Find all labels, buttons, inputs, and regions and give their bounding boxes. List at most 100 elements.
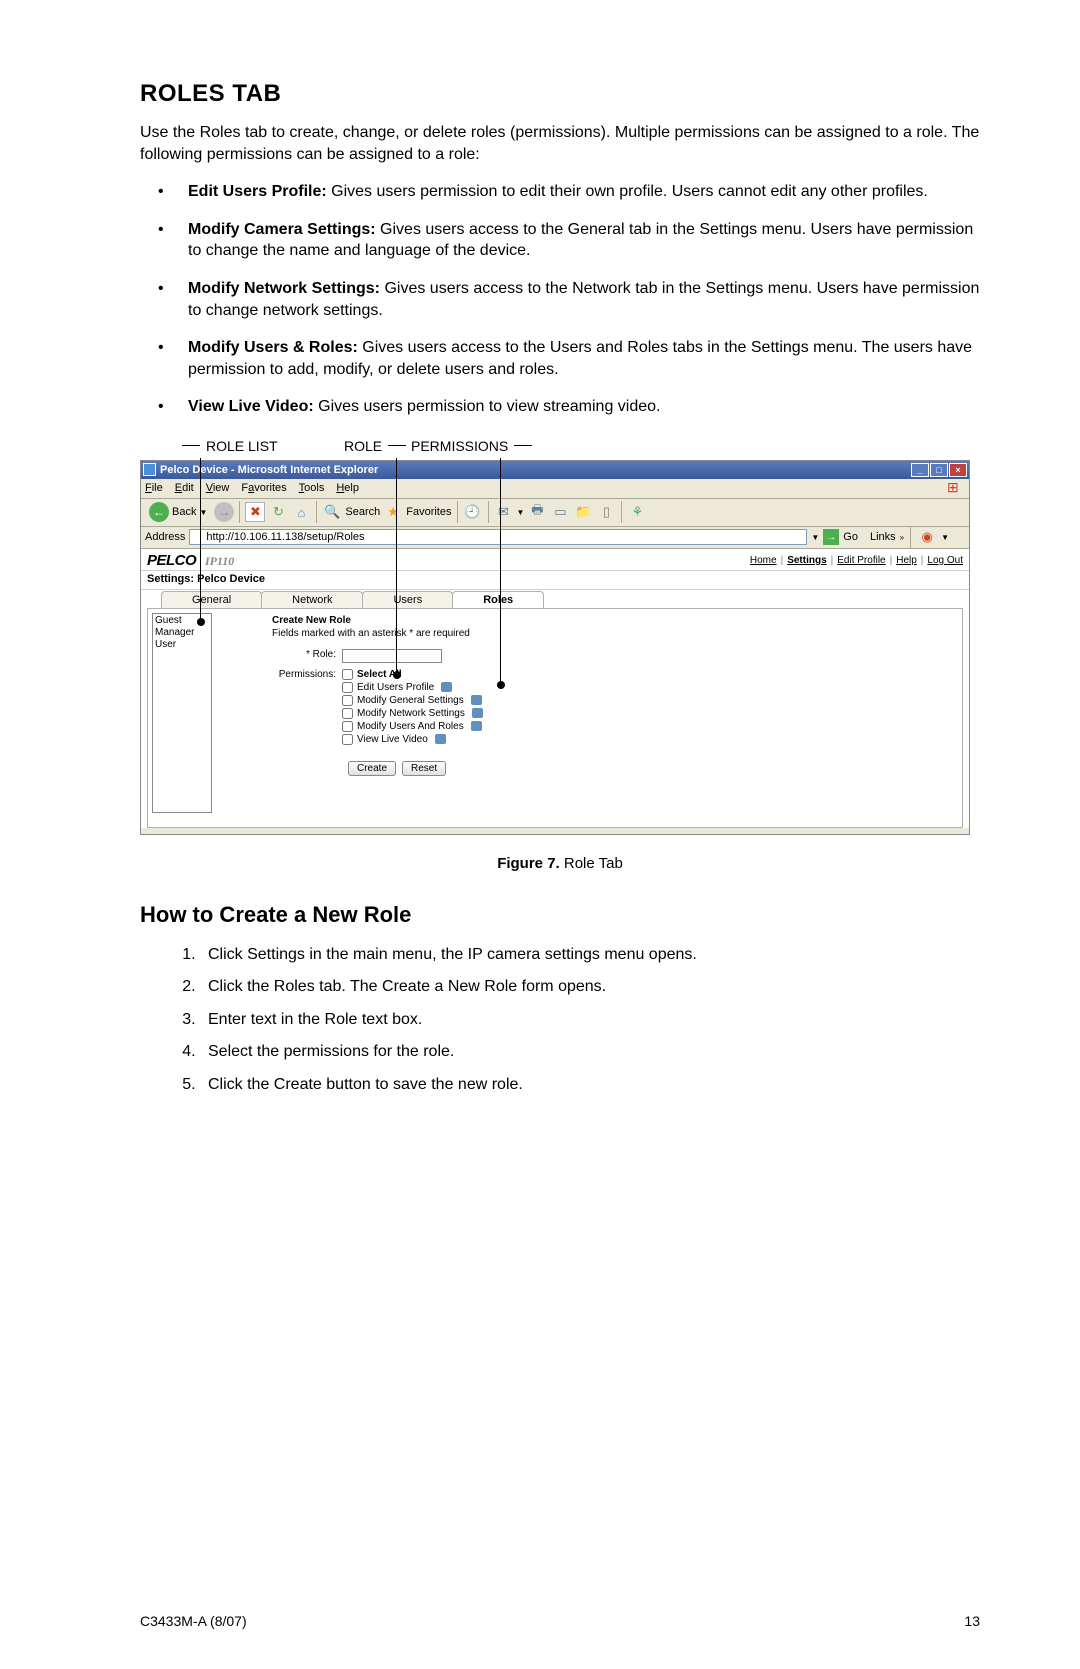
form-title: Create New Role [272, 615, 483, 626]
tab-roles[interactable]: Roles [452, 591, 544, 608]
figure-caption: Figure 7. Role Tab [140, 855, 980, 872]
browser-toolbar: ← Back ▼ → ✖ ↻ ⌂ 🔍 Search ★ Favorites 🕘 … [141, 499, 969, 527]
menu-file[interactable]: File [145, 482, 163, 494]
stop-button[interactable]: ✖ [245, 502, 265, 522]
go-button[interactable]: → [823, 529, 839, 545]
menu-help[interactable]: Help [336, 482, 359, 494]
bullet-desc: Gives users permission to view streaming… [314, 398, 661, 415]
screenshot-figure: ROLE LIST ROLE PERMISSIONS Pelco Device … [140, 438, 980, 872]
perm-checkbox[interactable] [342, 695, 353, 706]
window-title: Pelco Device - Microsoft Internet Explor… [160, 464, 378, 476]
search-label[interactable]: Search [345, 506, 380, 518]
perm-label: Modify Users And Roles [357, 721, 464, 732]
nav-edit-profile[interactable]: Edit Profile [837, 555, 885, 566]
footer-page-number: 13 [964, 1613, 980, 1629]
extra-icon[interactable]: ◉ [917, 527, 937, 547]
help-icon[interactable] [471, 721, 482, 731]
perm-checkbox-selectall[interactable] [342, 669, 353, 680]
permission-bullets: Edit Users Profile: Gives users permissi… [140, 181, 980, 418]
menu-tools[interactable]: Tools [299, 482, 325, 494]
list-item[interactable]: User [155, 639, 209, 651]
edit-icon[interactable]: ▭ [550, 502, 570, 522]
mail-icon[interactable]: ✉ [494, 502, 514, 522]
pelco-logo: PELCO [147, 552, 196, 569]
step-item: Click the Roles tab. The Create a New Ro… [200, 976, 980, 998]
step-item: Select the permissions for the role. [200, 1041, 980, 1063]
folder-icon[interactable]: 📁 [573, 502, 593, 522]
address-bar: Address http://10.106.11.138/setup/Roles… [141, 527, 969, 549]
leader-dot [497, 681, 505, 689]
perm-checkbox[interactable] [342, 708, 353, 719]
menu-bar: File Edit View Favorites Tools Help [141, 479, 969, 499]
help-icon[interactable] [435, 734, 446, 744]
create-button[interactable]: Create [348, 761, 396, 776]
perm-checkbox[interactable] [342, 682, 353, 693]
form-required-note: Fields marked with an asterisk * are req… [272, 628, 483, 639]
roles-content: Guest Manager User Create New Role Field… [147, 608, 963, 828]
bullet-term: Modify Network Settings: [188, 280, 380, 297]
settings-title: Settings: Pelco Device [141, 571, 969, 590]
ie-window: Pelco Device - Microsoft Internet Explor… [140, 460, 970, 835]
leader-dot [197, 618, 205, 626]
refresh-button[interactable]: ↻ [268, 502, 288, 522]
pelco-header: PELCO IP110 Home| Settings| Edit Profile… [141, 549, 969, 571]
leader-line [500, 458, 501, 683]
nav-home[interactable]: Home [750, 555, 777, 566]
help-icon[interactable] [472, 708, 483, 718]
bullet-term: Modify Users & Roles: [188, 339, 358, 356]
maximize-button[interactable]: □ [930, 463, 948, 477]
tabs-row: General Network Users Roles [141, 590, 969, 608]
minimize-button[interactable]: _ [911, 463, 929, 477]
menu-edit[interactable]: Edit [175, 482, 194, 494]
help-icon[interactable] [471, 695, 482, 705]
steps-list: Click Settings in the main menu, the IP … [140, 944, 980, 1096]
callout-role-list: ROLE LIST [200, 438, 284, 454]
address-input[interactable]: http://10.106.11.138/setup/Roles [189, 529, 807, 545]
ie-icon [143, 463, 156, 476]
page-heading: ROLES TAB [140, 80, 980, 108]
home-button[interactable]: ⌂ [291, 502, 311, 522]
perm-checkbox[interactable] [342, 734, 353, 745]
perm-checkbox[interactable] [342, 721, 353, 732]
tab-network[interactable]: Network [261, 591, 363, 608]
tab-users[interactable]: Users [362, 591, 453, 608]
bullet-desc: Gives users permission to edit their own… [327, 183, 928, 200]
forward-button[interactable]: → [214, 502, 234, 522]
perm-label: Modify Network Settings [357, 708, 465, 719]
step-item: Click Settings in the main menu, the IP … [200, 944, 980, 966]
menu-view[interactable]: View [206, 482, 230, 494]
favorites-label[interactable]: Favorites [406, 506, 451, 518]
leader-line [200, 458, 201, 620]
role-list-box[interactable]: Guest Manager User [152, 613, 212, 813]
section-heading: How to Create a New Role [140, 902, 980, 928]
callout-role: ROLE [338, 438, 388, 454]
reset-button[interactable]: Reset [402, 761, 446, 776]
menu-favorites[interactable]: Favorites [241, 482, 286, 494]
page-footer: C3433M-A (8/07) 13 [140, 1613, 980, 1629]
back-button[interactable]: ← Back ▼ [145, 501, 211, 523]
bullet-term: Modify Camera Settings: [188, 221, 376, 238]
messenger-icon[interactable]: ⚘ [627, 502, 647, 522]
nav-settings[interactable]: Settings [787, 555, 826, 566]
role-label: * Role: [272, 649, 342, 660]
close-button[interactable]: × [949, 463, 967, 477]
role-input[interactable] [342, 649, 442, 663]
permissions-label: Permissions: [272, 669, 342, 680]
permissions-list: Select All Edit Users Profile Modify Gen… [342, 669, 483, 745]
favorites-icon[interactable]: ★ [383, 502, 403, 522]
nav-logout[interactable]: Log Out [927, 555, 963, 566]
tab-general[interactable]: General [161, 591, 262, 608]
address-label: Address [145, 531, 185, 543]
search-icon[interactable]: 🔍 [322, 502, 342, 522]
perm-label: Modify General Settings [357, 695, 464, 706]
history-icon[interactable]: 🕘 [463, 502, 483, 522]
discuss-icon[interactable]: ▯ [596, 502, 616, 522]
list-item[interactable]: Manager [155, 627, 209, 639]
step-item: Click the Create button to save the new … [200, 1074, 980, 1096]
nav-help[interactable]: Help [896, 555, 917, 566]
links-label[interactable]: Links [870, 531, 896, 543]
device-model: IP110 [205, 554, 234, 568]
perm-label: View Live Video [357, 734, 428, 745]
print-icon[interactable]: 🖶 [527, 502, 547, 522]
help-icon[interactable] [441, 682, 452, 692]
